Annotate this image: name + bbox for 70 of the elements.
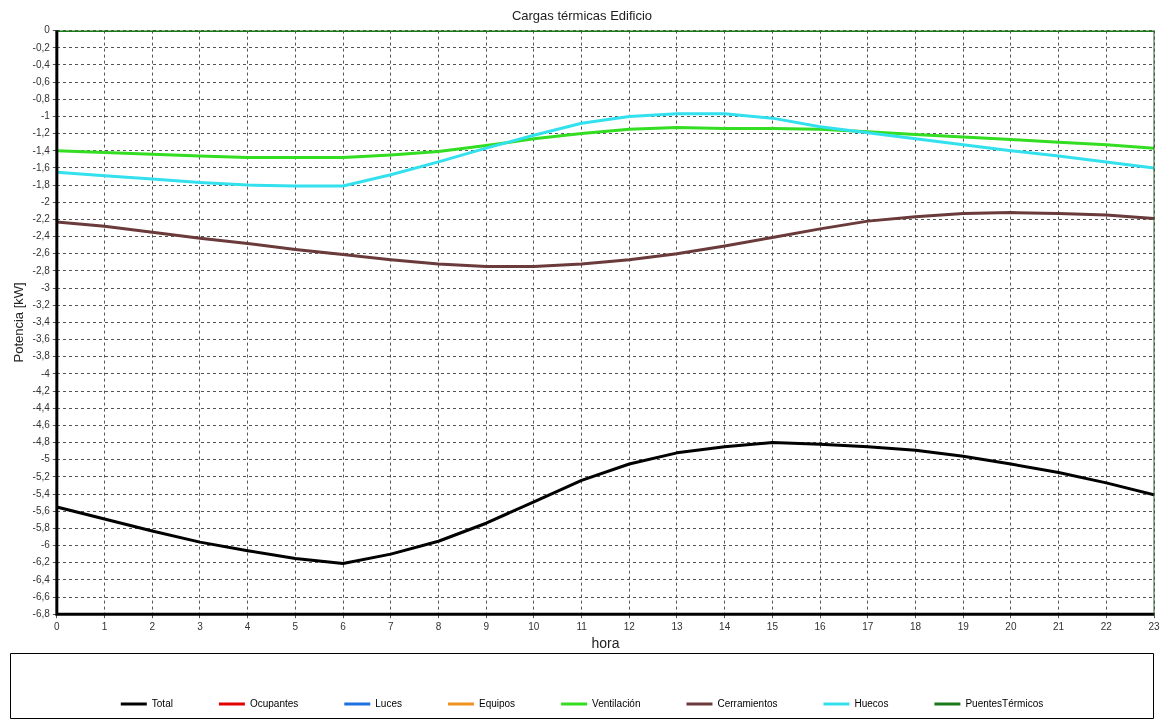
x-tick-label: 12 — [623, 620, 636, 632]
y-tick-label: -5,2 — [32, 470, 51, 482]
x-tick-label: 1 — [101, 620, 108, 632]
y-tick-label: -5,8 — [32, 522, 51, 534]
y-tick-label: -4,6 — [32, 419, 51, 431]
x-tick-label: 8 — [435, 620, 442, 632]
y-tick-label: -5 — [40, 453, 51, 465]
y-tick-label: -6,8 — [32, 607, 51, 619]
legend-label: Luces — [375, 697, 402, 709]
x-tick-label: 2 — [149, 620, 156, 632]
x-tick-label: 16 — [814, 620, 827, 632]
x-tick-label: 4 — [244, 620, 251, 632]
x-tick-label: 9 — [483, 620, 490, 632]
x-tick-label: 11 — [576, 620, 588, 632]
y-tick-label: -4 — [40, 367, 51, 379]
y-tick-label: 0 — [44, 24, 51, 36]
y-tick-label: -3,6 — [32, 333, 51, 345]
legend-label: Ocupantes — [249, 697, 299, 709]
x-tick-label: 13 — [671, 620, 683, 632]
y-tick-label: -1,6 — [32, 161, 51, 173]
chart-title: Cargas térmicas Edificio — [511, 8, 653, 24]
y-tick-label: -2 — [40, 196, 51, 207]
y-tick-label: -2,4 — [32, 230, 51, 242]
y-tick-label: -0,2 — [32, 41, 51, 53]
x-axis-title: hora — [591, 635, 620, 652]
legend-label: Total — [151, 697, 173, 709]
x-tick-label: 15 — [766, 620, 779, 632]
y-tick-label: -3,8 — [32, 350, 51, 362]
x-tick-label: 20 — [1005, 620, 1017, 632]
y-tick-label: -3,2 — [32, 298, 51, 310]
x-tick-label: 3 — [197, 620, 204, 632]
x-tick-label: 14 — [719, 620, 731, 632]
y-tick-label: -6,4 — [32, 573, 51, 585]
x-tick-label: 10 — [528, 620, 540, 632]
legend-label: Cerramientos — [717, 697, 778, 709]
y-tick-label: -3 — [40, 281, 51, 293]
x-tick-label: 19 — [957, 620, 970, 632]
y-tick-label: -1 — [40, 110, 51, 122]
y-tick-label: -2,8 — [32, 264, 51, 276]
y-tick-label: -0,4 — [32, 58, 51, 70]
y-tick-label: -1,2 — [32, 127, 51, 139]
y-tick-label: -0,6 — [32, 75, 51, 87]
x-tick-label: 23 — [1148, 620, 1160, 632]
y-tick-label: -1,8 — [32, 178, 51, 190]
y-tick-label: -3,4 — [32, 316, 51, 328]
y-tick-label: -2,6 — [32, 247, 51, 259]
x-tick-label: 0 — [54, 620, 61, 632]
y-tick-label: -4,2 — [32, 384, 51, 396]
y-tick-label: -4,8 — [32, 436, 51, 448]
y-tick-label: -5,6 — [32, 504, 51, 516]
y-axis-title: Potencia [kW] — [11, 282, 27, 363]
legend-label: Huecos — [854, 697, 889, 709]
x-tick-label: 5 — [292, 620, 299, 632]
y-tick-label: -6,6 — [32, 590, 51, 602]
y-tick-label: -4,4 — [32, 401, 51, 413]
legend-label: Equipos — [478, 697, 516, 709]
x-tick-label: 21 — [1053, 620, 1065, 632]
x-tick-label: 6 — [340, 620, 347, 632]
y-tick-label: -1,4 — [32, 144, 51, 156]
legend-label: Ventilación — [592, 697, 641, 709]
y-tick-label: -2,2 — [32, 213, 51, 225]
x-tick-label: 17 — [862, 620, 874, 632]
legend-label: PuentesTérmicos — [965, 697, 1044, 709]
y-tick-label: -5,4 — [32, 487, 51, 499]
y-tick-label: -6 — [40, 539, 51, 551]
y-tick-label: -0,8 — [32, 93, 51, 105]
x-tick-label: 18 — [909, 620, 922, 632]
x-tick-label: 22 — [1100, 620, 1113, 632]
y-tick-label: -6,2 — [32, 556, 51, 568]
x-tick-label: 7 — [387, 620, 394, 632]
